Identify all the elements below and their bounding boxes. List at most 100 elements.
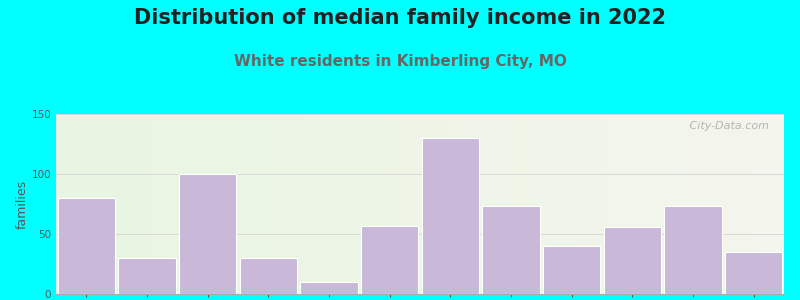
Bar bbox=[730, 114, 733, 294]
Bar bbox=[686, 114, 690, 294]
Bar bbox=[777, 114, 780, 294]
Bar bbox=[154, 114, 158, 294]
Bar bbox=[671, 114, 674, 294]
Bar bbox=[587, 114, 591, 294]
Bar bbox=[446, 114, 449, 294]
Bar bbox=[551, 114, 554, 294]
Bar bbox=[169, 114, 173, 294]
Bar bbox=[744, 114, 747, 294]
Bar bbox=[602, 114, 606, 294]
Bar bbox=[187, 114, 190, 294]
Bar bbox=[500, 114, 504, 294]
Bar bbox=[682, 114, 686, 294]
Bar bbox=[289, 114, 293, 294]
Bar bbox=[544, 114, 547, 294]
Bar bbox=[380, 114, 384, 294]
Bar bbox=[427, 114, 431, 294]
Bar bbox=[474, 114, 478, 294]
Bar bbox=[431, 114, 434, 294]
Bar bbox=[456, 114, 460, 294]
Bar bbox=[162, 114, 166, 294]
Bar bbox=[733, 114, 737, 294]
Bar bbox=[340, 114, 343, 294]
Bar bbox=[657, 114, 660, 294]
Bar bbox=[409, 114, 413, 294]
Bar bbox=[634, 114, 638, 294]
Text: City-Data.com: City-Data.com bbox=[686, 121, 770, 131]
Bar bbox=[78, 114, 82, 294]
Bar bbox=[667, 114, 671, 294]
Bar bbox=[263, 114, 267, 294]
Bar bbox=[347, 114, 351, 294]
Bar bbox=[391, 114, 394, 294]
Bar bbox=[122, 114, 125, 294]
Bar bbox=[96, 114, 100, 294]
Bar bbox=[540, 114, 544, 294]
Bar bbox=[147, 114, 150, 294]
Bar bbox=[70, 114, 74, 294]
Bar bbox=[598, 114, 602, 294]
Bar bbox=[384, 114, 387, 294]
Bar bbox=[504, 114, 507, 294]
Bar bbox=[715, 114, 718, 294]
Bar bbox=[514, 114, 518, 294]
Bar bbox=[747, 114, 751, 294]
Bar bbox=[351, 114, 354, 294]
Bar bbox=[603, 227, 661, 294]
Bar bbox=[620, 114, 624, 294]
Bar bbox=[107, 114, 110, 294]
Bar bbox=[293, 114, 296, 294]
Bar bbox=[693, 114, 697, 294]
Bar bbox=[522, 114, 526, 294]
Bar bbox=[460, 114, 464, 294]
Bar bbox=[198, 114, 202, 294]
Bar bbox=[591, 114, 594, 294]
Bar bbox=[584, 114, 587, 294]
Bar bbox=[253, 114, 256, 294]
Bar bbox=[114, 114, 118, 294]
Bar bbox=[213, 114, 216, 294]
Bar bbox=[497, 114, 500, 294]
Bar bbox=[570, 114, 573, 294]
Bar bbox=[326, 114, 329, 294]
Bar bbox=[533, 114, 537, 294]
Bar bbox=[133, 114, 136, 294]
Bar bbox=[737, 114, 740, 294]
Bar bbox=[697, 114, 700, 294]
Bar bbox=[482, 206, 540, 294]
Bar bbox=[558, 114, 562, 294]
Bar bbox=[511, 114, 514, 294]
Bar bbox=[562, 114, 566, 294]
Bar bbox=[594, 114, 598, 294]
Bar bbox=[143, 114, 147, 294]
Text: Distribution of median family income in 2022: Distribution of median family income in … bbox=[134, 8, 666, 28]
Bar bbox=[711, 114, 715, 294]
Bar bbox=[678, 114, 682, 294]
Bar bbox=[63, 114, 67, 294]
Bar bbox=[190, 114, 194, 294]
Bar bbox=[343, 114, 347, 294]
Bar bbox=[725, 252, 782, 294]
Bar bbox=[227, 114, 230, 294]
Bar bbox=[416, 114, 420, 294]
Bar bbox=[486, 114, 489, 294]
Bar bbox=[610, 114, 613, 294]
Bar bbox=[442, 114, 446, 294]
Bar bbox=[394, 114, 398, 294]
Bar bbox=[489, 114, 493, 294]
Bar bbox=[434, 114, 438, 294]
Bar bbox=[580, 114, 584, 294]
Bar bbox=[438, 114, 442, 294]
Bar bbox=[413, 114, 416, 294]
Bar bbox=[646, 114, 650, 294]
Bar bbox=[690, 114, 693, 294]
Bar bbox=[422, 138, 479, 294]
Bar bbox=[140, 114, 143, 294]
Bar bbox=[653, 114, 657, 294]
Bar bbox=[573, 114, 577, 294]
Bar bbox=[303, 114, 307, 294]
Bar bbox=[464, 114, 467, 294]
Bar bbox=[67, 114, 70, 294]
Bar bbox=[58, 198, 115, 294]
Bar bbox=[624, 114, 627, 294]
